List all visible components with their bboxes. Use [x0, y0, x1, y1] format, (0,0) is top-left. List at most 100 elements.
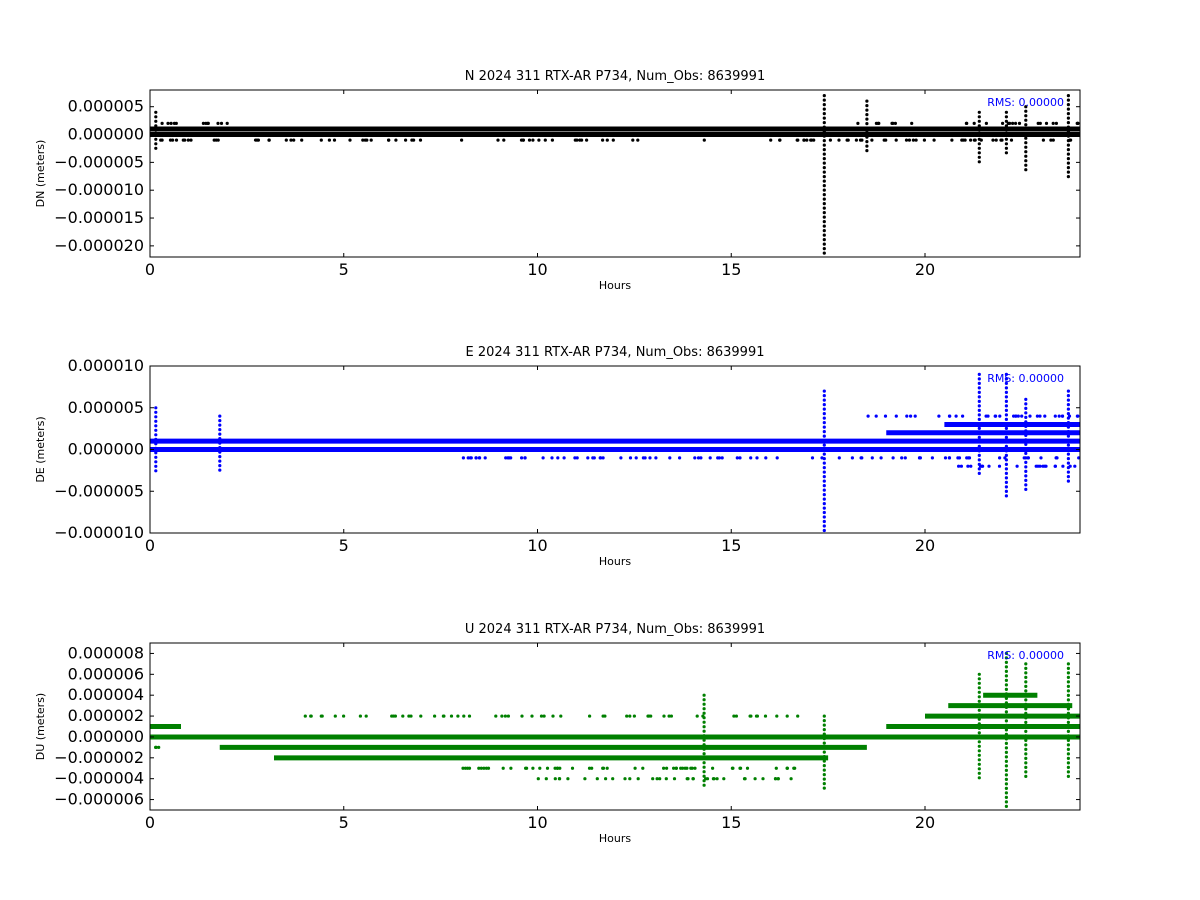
data-point	[1004, 773, 1009, 777]
data-point	[789, 777, 793, 781]
data-point	[795, 138, 799, 142]
data-point	[636, 777, 640, 781]
data-point	[672, 777, 677, 781]
data-point	[172, 121, 176, 125]
spike-5	[822, 714, 826, 790]
spike-5	[977, 110, 981, 164]
data-point	[1024, 729, 1028, 734]
data-point	[531, 138, 535, 142]
data-point	[1024, 761, 1028, 765]
data-point	[218, 419, 222, 423]
data-point	[154, 110, 158, 114]
data-point	[1004, 449, 1009, 453]
x-tick-label: 15	[721, 260, 741, 279]
data-point	[466, 456, 470, 460]
data-point	[1061, 464, 1065, 468]
data-point	[977, 677, 981, 681]
data-point	[967, 456, 972, 460]
data-point	[822, 519, 826, 524]
data-point	[822, 184, 826, 188]
data-point	[154, 424, 158, 428]
data-point	[685, 777, 689, 781]
data-point	[1004, 426, 1009, 430]
data-point	[1004, 660, 1009, 665]
data-point	[1039, 456, 1043, 460]
data-point	[822, 193, 826, 197]
data-point	[854, 138, 859, 142]
data-point	[1024, 743, 1028, 747]
data-point	[668, 456, 672, 460]
y-tick-label: −0.000015	[54, 208, 144, 227]
data-point	[699, 456, 703, 460]
data-point	[1004, 786, 1009, 791]
data-point	[977, 422, 981, 426]
data-point	[1009, 138, 1014, 142]
data-point	[601, 456, 605, 460]
data-point	[1004, 719, 1009, 723]
data-point	[822, 452, 826, 456]
data-point	[991, 138, 995, 142]
data-point	[1024, 483, 1028, 487]
data-point	[977, 155, 981, 159]
data-point	[218, 414, 222, 418]
data-point	[1066, 666, 1070, 671]
x-tick-label: 15	[721, 536, 741, 555]
y-axis-label: DU (meters)	[34, 693, 47, 760]
x-axis-label: Hours	[599, 555, 631, 568]
x-tick-label: 20	[915, 536, 935, 555]
data-point	[922, 138, 927, 142]
data-point	[1004, 759, 1009, 764]
data-point	[778, 138, 782, 142]
data-point	[1004, 462, 1009, 466]
data-point	[977, 160, 981, 164]
data-point	[913, 414, 917, 418]
data-point	[977, 444, 981, 448]
data-point	[1004, 701, 1009, 705]
data-point	[1024, 469, 1028, 473]
data-point	[822, 484, 826, 488]
data-point	[573, 456, 577, 460]
data-point	[822, 786, 826, 790]
point-cluster-1	[160, 121, 229, 125]
data-point	[977, 128, 981, 132]
y-tick-label: 0.000000	[68, 727, 144, 746]
data-point	[654, 456, 658, 460]
data-point	[477, 456, 481, 460]
data-point	[1024, 720, 1028, 725]
data-point	[894, 414, 898, 418]
data-point	[1026, 456, 1030, 460]
data-point	[965, 456, 969, 460]
data-point	[977, 146, 981, 150]
data-point	[1024, 451, 1028, 455]
data-point	[1066, 103, 1070, 107]
data-point	[219, 121, 224, 125]
data-point	[1008, 121, 1012, 125]
data-point	[1024, 402, 1028, 406]
data-point	[1004, 476, 1009, 480]
data-point	[708, 456, 712, 460]
data-point	[749, 714, 753, 718]
data-point	[1004, 386, 1009, 390]
data-point	[327, 138, 331, 142]
data-point	[1066, 765, 1070, 770]
data-point	[479, 766, 483, 770]
data-point	[776, 777, 780, 781]
data-point	[463, 766, 467, 770]
data-point	[1024, 702, 1028, 707]
data-point	[525, 766, 529, 770]
data-point	[1014, 121, 1018, 125]
data-point	[956, 456, 960, 460]
data-point	[1024, 163, 1028, 167]
data-point	[267, 138, 271, 142]
data-point	[994, 414, 998, 418]
data-point	[891, 456, 895, 460]
data-point	[154, 460, 158, 464]
data-point	[822, 125, 826, 129]
data-point	[822, 211, 826, 215]
data-point	[412, 138, 416, 142]
data-point	[418, 138, 423, 142]
data-point	[531, 766, 535, 770]
data-point	[1004, 381, 1009, 385]
data-point	[1024, 734, 1028, 738]
data-point	[702, 693, 706, 697]
